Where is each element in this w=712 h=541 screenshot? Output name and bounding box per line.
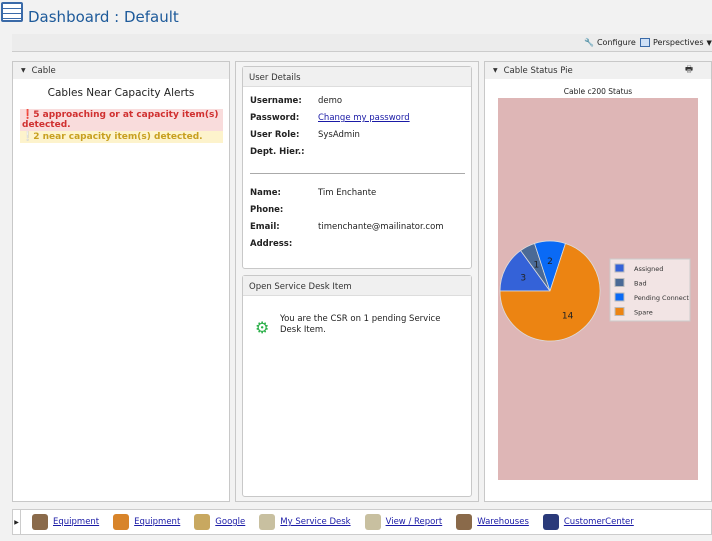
cable-panel: ▼ Cable Cables Near Capacity Alerts ❗5 ap… (12, 61, 230, 502)
slice-label: 2 (547, 257, 553, 267)
field-name: Name: Tim Enchante (250, 188, 377, 198)
legend-swatch (614, 263, 625, 273)
shortcut-label[interactable]: Equipment (134, 517, 181, 527)
slice-label: 14 (562, 311, 574, 321)
card-title: User Details (243, 67, 471, 87)
user-details-card: User Details Username: demo Password: Chan… (242, 66, 472, 269)
field-password: Password: Change my password (250, 113, 410, 123)
toolbar: 🔧 Configure Perspectives ▼ (12, 34, 712, 52)
alerts-heading: Cables Near Capacity Alerts (47, 87, 195, 99)
chart-title: Cable c200 Status (563, 87, 633, 96)
slice-label: 1 (534, 260, 540, 270)
list-icon (364, 514, 381, 530)
divider (250, 173, 465, 174)
panel-title: Cable Status Pie (503, 65, 573, 76)
service-desk-card: Open Service Desk Item ⚙ You are the CSR… (242, 275, 472, 497)
configure-button[interactable]: 🔧 Configure (584, 38, 636, 47)
shortcut-link[interactable]: Warehouses (456, 514, 529, 530)
panel-title: Cable (31, 65, 56, 76)
shortcut-label[interactable]: View / Report (385, 517, 443, 527)
chain-link-icon (194, 514, 211, 530)
collapse-icon[interactable]: ▼ (21, 67, 26, 74)
shortcut-link[interactable]: Equipment (113, 514, 180, 530)
legend-swatch (614, 292, 625, 302)
shortcut-link[interactable]: My Service Desk (259, 514, 351, 530)
change-password-link[interactable]: Change my password (318, 113, 410, 123)
shortcut-link[interactable]: Equipment (32, 514, 99, 530)
hierarchy-icon (113, 514, 130, 530)
expand-toggle[interactable]: ▶ (13, 509, 21, 535)
service-desk-icon: ⚙ (255, 318, 270, 337)
legend-swatch (614, 278, 625, 287)
exclamation-icon: ❗ (22, 110, 34, 120)
alert-critical: ❗5 approaching or at capacity item(s) de… (20, 109, 223, 131)
middle-column: User Details Username: demo Password: Chan… (235, 61, 479, 502)
exclamation-icon: ❕ (22, 132, 34, 142)
chevron-down-icon: ▼ (706, 38, 712, 47)
alert-warning: ❕2 near capacity item(s) detected. (20, 131, 223, 143)
slice-label: 3 (520, 273, 526, 283)
field-role: User Role: SysAdmin (250, 130, 360, 140)
shortcut-label[interactable]: Google (215, 517, 246, 527)
shortcut-label[interactable]: CustomerCenter (563, 517, 634, 527)
shortcut-link[interactable]: Google (194, 514, 245, 530)
pie-chart: 31 2 14 Assigned Bad Pending Connect Spare (498, 98, 698, 480)
list-icon (259, 514, 276, 530)
page-title: Dashboard : Default (28, 8, 179, 26)
legend-label: Pending Connect (634, 294, 689, 302)
field-address: Address: (250, 239, 293, 249)
legend-label: Spare (634, 309, 653, 317)
print-icon[interactable]: 🖶 (684, 64, 693, 75)
shortcut-link[interactable]: CustomerCenter (542, 514, 634, 530)
box-icon (456, 514, 473, 530)
card-title: Open Service Desk Item (243, 276, 471, 296)
box-icon (32, 514, 48, 530)
field-email: Email: timenchante@mailinator.com (250, 222, 444, 232)
collapse-icon[interactable]: ▼ (493, 67, 498, 74)
service-desk-message: You are the CSR on 1 pending Service Des… (280, 314, 441, 335)
chain-link-icon (542, 514, 559, 530)
shortcut-label[interactable]: My Service Desk (280, 517, 351, 527)
shortcut-label[interactable]: Equipment (53, 517, 100, 527)
field-dept: Dept. Hier.: (250, 147, 305, 157)
wrench-icon: 🔧 (584, 38, 594, 47)
shortcut-link[interactable]: View / Report (364, 514, 443, 530)
perspectives-icon (640, 38, 650, 47)
legend-swatch (614, 307, 625, 316)
legend-label: Bad (634, 280, 647, 288)
field-phone: Phone: (250, 205, 284, 215)
pie-slice-spare[interactable] (499, 242, 601, 342)
dashboard-icon (1, 2, 23, 22)
perspectives-button[interactable]: Perspectives ▼ (640, 38, 712, 47)
shortcut-label[interactable]: Warehouses (477, 517, 529, 527)
bottom-shortcut-bar: ▶ Equipment Equipment Google My Service Des… (12, 509, 712, 535)
legend-label: Assigned (634, 265, 663, 273)
field-username: Username: demo (250, 96, 343, 106)
